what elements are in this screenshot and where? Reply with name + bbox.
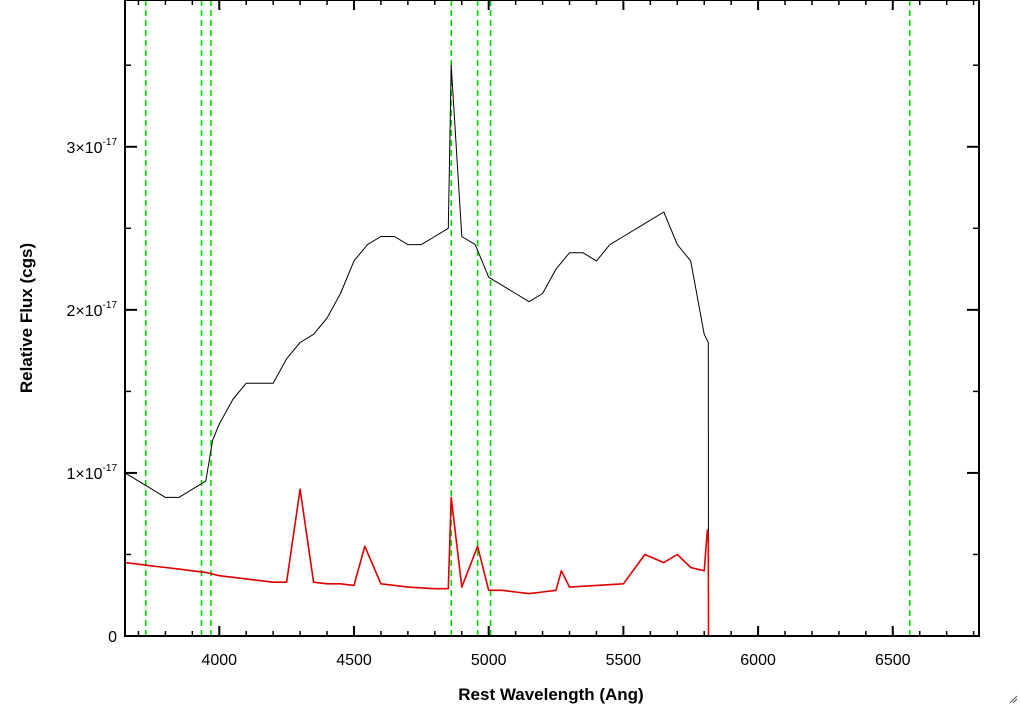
y-tick-label-3: 3×10-17 <box>67 137 118 157</box>
series-1-line <box>125 488 979 636</box>
reference-lines-group <box>144 0 911 636</box>
plot-frame <box>124 0 980 637</box>
x-tick-label-3: 5500 <box>606 652 642 669</box>
y-tick-label-1: 1×10-17 <box>67 463 118 483</box>
y-axis-title: Relative Flux (cgs) <box>17 243 36 393</box>
x-tick-label-4: 6000 <box>740 652 776 669</box>
x-tick-label-5: 6500 <box>875 652 911 669</box>
x-tick-label-0: 4000 <box>201 652 237 669</box>
x-axis-title: Rest Wavelength (Ang) <box>458 685 643 704</box>
resize-grip-icon[interactable] <box>1009 695 1018 704</box>
series-0-line <box>125 64 979 636</box>
x-tick-label-1: 4500 <box>336 652 372 669</box>
x-tick-label-2: 5000 <box>471 652 507 669</box>
y-tick-label-0: 0 <box>108 629 117 646</box>
series-group <box>125 64 979 636</box>
axes-group: 4000 4500 5000 5500 6000 6500 0 1×10-17 2×10-17 3… <box>67 0 980 669</box>
y-tick-label-2: 2×10-17 <box>67 300 118 320</box>
